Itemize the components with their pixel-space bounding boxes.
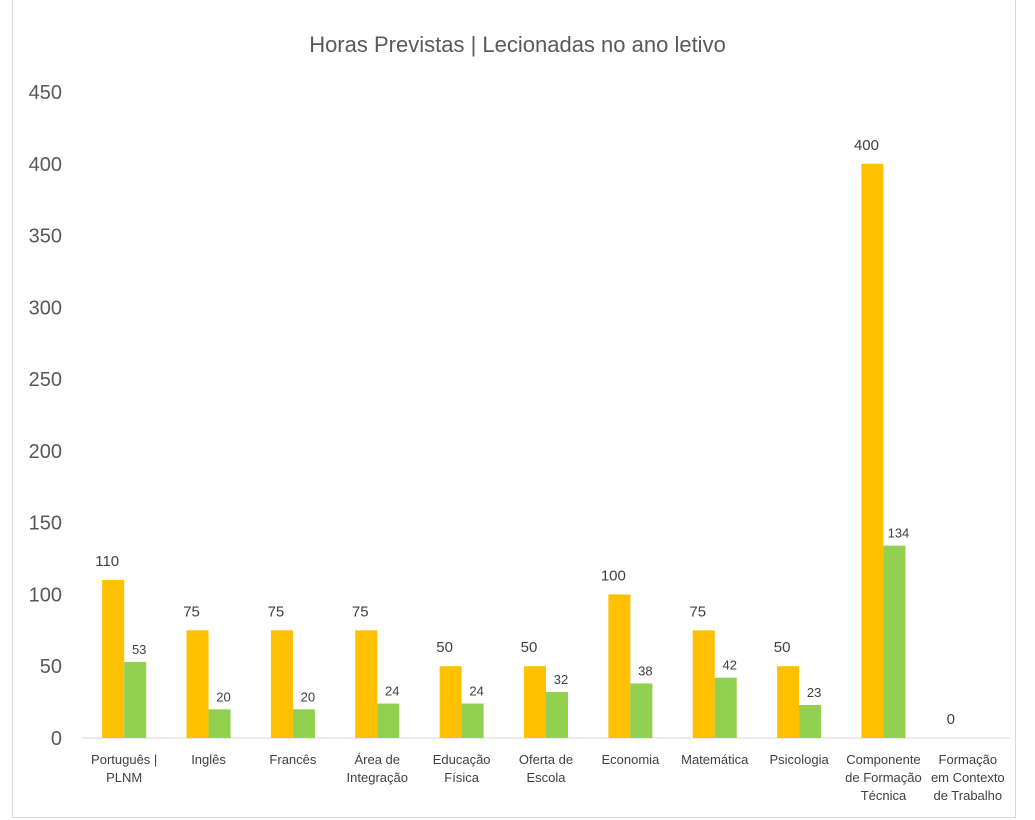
- x-tick-label-line: de Trabalho: [933, 788, 1002, 803]
- y-tick-label: 200: [29, 441, 62, 463]
- value-label-series-1: 75: [268, 603, 285, 620]
- bar-series-1: [524, 666, 546, 738]
- bar-series-2: [208, 709, 231, 738]
- bar-series-2: [461, 703, 484, 738]
- x-tick-label: Matemática: [681, 752, 749, 767]
- x-tick-label-line: Área de: [354, 752, 400, 767]
- value-label-series-2: 20: [216, 689, 230, 704]
- x-tick-label-line: Oferta de: [519, 752, 573, 767]
- value-label-series-1: 50: [436, 639, 453, 656]
- y-tick-label: 400: [29, 154, 62, 176]
- bar-series-2: [292, 709, 315, 738]
- y-tick-label: 0: [51, 728, 62, 750]
- value-label-series-2: 24: [385, 684, 399, 699]
- x-tick-label-line: Física: [444, 770, 479, 785]
- x-tick-label: Francês: [269, 752, 316, 767]
- y-tick-label: 350: [29, 226, 62, 248]
- value-label-series-1: 100: [601, 567, 626, 584]
- value-labels: 110 75 75 75 50 50 100 75 50 400 0 53 20 20 24 24 32 38 42…: [95, 137, 955, 728]
- bar-series-2: [377, 703, 400, 738]
- bar-series-2: [799, 704, 822, 738]
- value-label-series-1: 75: [183, 603, 200, 620]
- bar-series-1: [777, 666, 800, 738]
- y-tick-label: 150: [29, 513, 62, 535]
- value-label-series-1: 50: [521, 639, 538, 656]
- bar-series-2: [124, 661, 147, 738]
- value-label-series-1: 0: [947, 711, 955, 728]
- bar-series-1: [186, 630, 209, 738]
- bar-series-2: [630, 683, 653, 738]
- x-tick-label-line: Escola: [526, 770, 566, 785]
- value-label-series-2: 32: [554, 672, 568, 687]
- x-tick-label-line: Português |: [91, 752, 157, 767]
- x-tick-label-line: Inglês: [191, 752, 226, 767]
- x-tick-label: Oferta de Escola: [519, 752, 573, 785]
- value-label-series-2: 38: [638, 663, 652, 678]
- y-tick-label: 250: [29, 369, 62, 391]
- bar-series-2: [714, 677, 737, 738]
- bars: [102, 163, 906, 738]
- value-label-series-2: 42: [722, 658, 736, 673]
- y-tick-label: 100: [29, 584, 62, 606]
- bar-series-1: [692, 630, 715, 738]
- bar-series-1: [355, 630, 378, 738]
- y-axis: 0 50 100 150 200 250 300 350 400 450: [29, 82, 62, 750]
- x-tick-label: Psicologia: [769, 752, 829, 767]
- bar-series-1: [608, 594, 631, 738]
- bar-series-1: [439, 666, 462, 738]
- value-label-series-2: 20: [301, 689, 315, 704]
- value-label-series-1: 50: [774, 639, 791, 656]
- x-tick-label-line: Francês: [269, 752, 316, 767]
- value-label-series-2: 23: [807, 685, 821, 700]
- x-tick-label: Economia: [601, 752, 660, 767]
- bar-series-2: [883, 545, 906, 738]
- value-label-series-2: 53: [132, 642, 146, 657]
- x-tick-label-line: Psicologia: [769, 752, 829, 767]
- x-tick-label-line: de Formação: [845, 770, 922, 785]
- value-label-series-1: 75: [689, 603, 706, 620]
- x-tick-label: Educação Física: [433, 752, 491, 785]
- x-tick-label-line: Componente: [846, 752, 920, 767]
- chart-title: Horas Previstas | Lecionadas no ano leti…: [309, 32, 726, 57]
- x-tick-label: Português | PLNM: [91, 752, 157, 785]
- x-tick-label-line: PLNM: [106, 770, 142, 785]
- x-axis: Português | PLNM Inglês Francês Área de Integ…: [91, 752, 1005, 803]
- x-tick-label: Formação em Contexto de Trabalho: [931, 752, 1005, 803]
- value-label-series-1: 75: [352, 603, 369, 620]
- chart-frame: [12, 0, 1016, 818]
- x-tick-label-line: Economia: [601, 752, 660, 767]
- x-tick-label-line: em Contexto: [931, 770, 1005, 785]
- x-tick-label: Inglês: [191, 752, 226, 767]
- x-tick-label: Área de Integração: [347, 752, 408, 785]
- value-label-series-1: 110: [95, 553, 119, 570]
- bar-series-1: [102, 580, 125, 738]
- y-tick-label: 300: [29, 297, 62, 319]
- value-label-series-2: 134: [888, 526, 910, 541]
- value-label-series-1: 400: [854, 137, 879, 154]
- bar-series-2: [546, 692, 568, 738]
- bar-series-1: [270, 630, 293, 738]
- y-tick-label: 50: [40, 656, 62, 678]
- x-tick-label: Componente de Formação Técnica: [845, 752, 922, 803]
- x-tick-label-line: Matemática: [681, 752, 749, 767]
- y-tick-label: 450: [29, 82, 62, 104]
- value-label-series-2: 24: [469, 684, 483, 699]
- x-tick-label-line: Integração: [347, 770, 408, 785]
- x-tick-label-line: Formação: [939, 752, 998, 767]
- bar-series-1: [861, 163, 884, 738]
- x-tick-label-line: Técnica: [861, 788, 907, 803]
- x-tick-label-line: Educação: [433, 752, 491, 767]
